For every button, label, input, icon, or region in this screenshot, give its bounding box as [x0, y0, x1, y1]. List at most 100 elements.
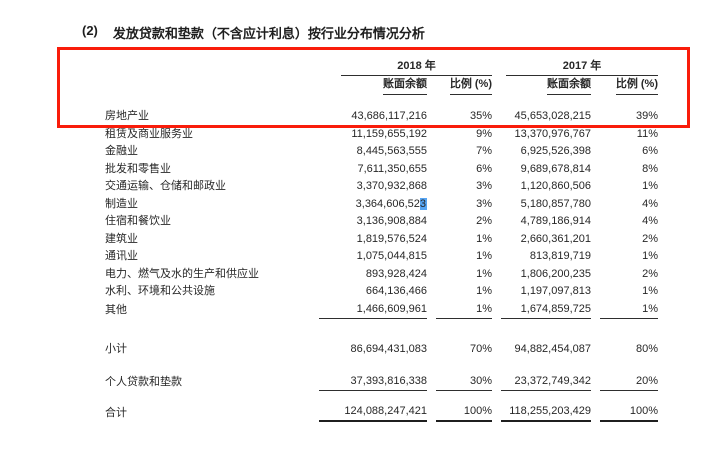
- ratio-2018: 1%: [476, 285, 492, 297]
- ratio-2017: 2%: [642, 267, 658, 280]
- amount-2017: 45,653,028,215: [514, 110, 591, 122]
- amount-2017: 1,674,859,725: [501, 301, 591, 319]
- amount-2018: 86,694,431,083: [350, 343, 427, 355]
- ratio-2017: 20%: [600, 372, 658, 391]
- summary-label: 合计: [105, 407, 127, 419]
- industry-label: 制造业: [105, 197, 138, 210]
- table-row-manufacturing: 制造业 3,364,606,523 3% 5,180,857,780 4%: [105, 196, 663, 214]
- ratio-2017: 100%: [600, 402, 658, 422]
- ratio-2017: 2%: [642, 232, 658, 245]
- amount-2017: 13,370,976,767: [514, 127, 591, 140]
- industry-label: 水利、环境和公共设施: [105, 285, 215, 297]
- amount-2017: 1,806,200,235: [520, 267, 591, 280]
- ratio-2018: 7%: [476, 145, 492, 157]
- table-row-utilities: 电力、燃气及水的生产和供应业 893,928,424 1% 1,806,200,…: [105, 266, 663, 284]
- amount-2018: 1,466,609,961: [319, 301, 427, 319]
- text-selection: 3: [419, 197, 427, 210]
- table-row-finance: 金融业 8,445,563,555 7% 6,925,526,398 6%: [105, 143, 663, 161]
- ratio-2018: 2%: [476, 215, 492, 227]
- amount-2018: 3,370,932,868: [356, 180, 427, 192]
- table-row-telecom: 通讯业 1,075,044,815 1% 813,819,719 1%: [105, 248, 663, 266]
- amount-2018: 124,088,247,421: [319, 402, 427, 422]
- industry-label: 住宿和餐饮业: [105, 215, 171, 227]
- ratio-2017: 1%: [600, 301, 658, 319]
- table-row-total: 合计 124,088,247,421 100% 118,255,203,429 …: [105, 402, 663, 422]
- amount-2017: 4,789,186,914: [520, 215, 591, 227]
- ratio-2018: 30%: [436, 372, 492, 391]
- amount-2017: 1,120,860,506: [520, 180, 591, 192]
- ratio-2017: 1%: [642, 285, 658, 297]
- table-row-hospitality: 住宿和餐饮业 3,136,908,884 2% 4,789,186,914 4%: [105, 213, 663, 231]
- table-row-subtotal: 小计 86,694,431,083 70% 94,882,454,087 80%: [105, 340, 663, 358]
- year-header-2018: 2018 年: [341, 58, 492, 76]
- amount-2018: 664,136,466: [365, 285, 427, 297]
- section-title: (2) 发放贷款和垫款（不含应计利息）按行业分布情况分析: [82, 23, 425, 42]
- table-row-water-env: 水利、环境和公共设施 664,136,466 1% 1,197,097,813 …: [105, 283, 663, 301]
- amount-text: 3,364,606,52: [355, 197, 420, 210]
- table-row-wholesale-retail: 批发和零售业 7,611,350,655 6% 9,689,678,814 8%: [105, 161, 663, 179]
- section-title-text: 发放贷款和垫款（不含应计利息）按行业分布情况分析: [112, 26, 425, 41]
- amount-2018: 8,445,563,555: [356, 145, 427, 157]
- ratio-2018: 6%: [476, 162, 492, 175]
- industry-label: 房地产业: [105, 110, 149, 122]
- amount-2018: 3,136,908,884: [356, 215, 427, 227]
- table-row-real-estate: 房地产业 43,686,117,216 35% 45,653,028,215 3…: [105, 108, 663, 126]
- industry-label: 通讯业: [105, 250, 138, 262]
- amount-2017: 118,255,203,429: [501, 402, 591, 422]
- amount-2017: 9,689,678,814: [520, 162, 591, 175]
- amount-2017: 23,372,749,342: [501, 372, 591, 391]
- table-row-transport: 交通运输、仓储和邮政业 3,370,932,868 3% 1,120,860,5…: [105, 178, 663, 196]
- amount-2017: 94,882,454,087: [514, 343, 591, 355]
- amount-2018: 893,928,424: [365, 267, 427, 280]
- year-header-row: 2018 年 2017 年: [105, 57, 663, 76]
- ratio-2018: 1%: [436, 301, 492, 319]
- ratio-2018: 1%: [476, 232, 492, 245]
- amount-2018: 37,393,816,338: [319, 372, 427, 391]
- amount-2017: 1,197,097,813: [520, 285, 591, 297]
- ratio-2018: 35%: [469, 110, 492, 122]
- ratio-2017: 8%: [642, 162, 658, 175]
- summary-label: 小计: [105, 343, 127, 355]
- amount-2017: 2,660,361,201: [520, 232, 591, 245]
- column-header-ratio-2017: 比例 (%): [600, 76, 658, 95]
- ratio-2017: 4%: [642, 215, 658, 227]
- industry-label: 建筑业: [105, 232, 138, 245]
- table-row-construction: 建筑业 1,819,576,524 1% 2,660,361,201 2%: [105, 231, 663, 249]
- industry-label: 金融业: [105, 145, 138, 157]
- industry-label: 租赁及商业服务业: [105, 127, 193, 140]
- ratio-2018: 1%: [476, 250, 492, 262]
- ratio-2017: 1%: [642, 180, 658, 192]
- table-row-personal-loans: 个人贷款和垫款 37,393,816,338 30% 23,372,749,34…: [105, 372, 663, 391]
- ratio-2017: 80%: [635, 343, 658, 355]
- ratio-2017: 4%: [642, 197, 658, 210]
- ratio-2017: 39%: [635, 110, 658, 122]
- year-header-2017: 2017 年: [506, 58, 658, 76]
- ratio-2018: 3%: [476, 180, 492, 192]
- amount-2018: 43,686,117,216: [351, 110, 427, 122]
- ratio-2017: 1%: [642, 250, 658, 262]
- amount-2018: 1,819,576,524: [356, 232, 427, 245]
- column-header-row: 账面余额 比例 (%) 账面余额 比例 (%): [105, 76, 663, 95]
- industry-label: 交通运输、仓储和邮政业: [105, 180, 226, 192]
- ratio-2017: 6%: [642, 145, 658, 157]
- industry-label: 其他: [105, 303, 127, 316]
- amount-2018: 3,364,606,523: [319, 196, 427, 214]
- column-header-amount-2018: 账面余额: [319, 76, 427, 95]
- column-header-amount-2017: 账面余额: [501, 76, 591, 95]
- amount-2017: 813,819,719: [529, 250, 591, 262]
- ratio-2018: 70%: [469, 343, 492, 355]
- industry-loans-table: 2018 年 2017 年 账面余额 比例 (%) 账面余额 比例 (%) 房地…: [105, 57, 663, 422]
- column-header-ratio-2018: 比例 (%): [436, 76, 492, 95]
- summary-label: 个人贷款和垫款: [105, 376, 182, 388]
- industry-label: 批发和零售业: [105, 162, 171, 175]
- ratio-2018: 9%: [476, 127, 492, 140]
- ratio-2018: 100%: [436, 402, 492, 422]
- table-row-leasing: 租赁及商业服务业 11,159,655,192 9% 13,370,976,76…: [105, 126, 663, 144]
- ratio-2018: 3%: [476, 197, 492, 210]
- amount-2018: 1,075,044,815: [356, 250, 427, 262]
- amount-2018: 11,159,655,192: [351, 127, 427, 140]
- amount-2017: 6,925,526,398: [520, 145, 591, 157]
- table-body: 房地产业 43,686,117,216 35% 45,653,028,215 3…: [105, 108, 663, 422]
- ratio-2018: 1%: [476, 267, 492, 280]
